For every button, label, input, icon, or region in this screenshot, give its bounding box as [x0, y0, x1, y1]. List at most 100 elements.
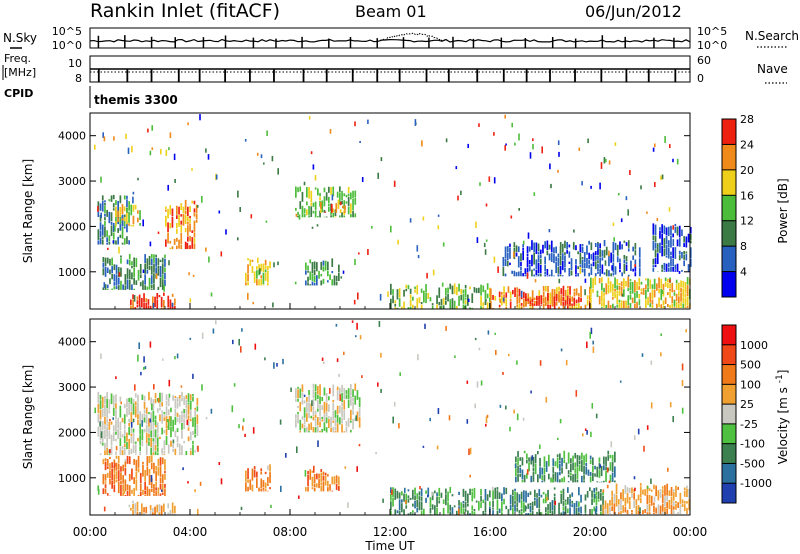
- velocity-colorbar-swatch: [722, 364, 736, 385]
- power-cell: [180, 232, 183, 245]
- velocity-cell: [328, 416, 330, 419]
- power-cell: [605, 246, 608, 256]
- velocity-speckle: [392, 416, 394, 424]
- x-tick-label: 00:00: [73, 525, 108, 539]
- power-cell: [618, 299, 621, 303]
- velocity-cell: [176, 402, 179, 409]
- power-cell: [143, 302, 145, 309]
- velocity-cell: [128, 426, 130, 436]
- velocity-cell: [429, 513, 432, 515]
- power-cell: [156, 293, 159, 300]
- power-cell: [638, 247, 641, 258]
- power-speckle: [573, 229, 575, 233]
- power-cell: [656, 303, 658, 309]
- power-cell: [558, 295, 560, 301]
- velocity-cell: [545, 512, 547, 515]
- power-cell: [110, 195, 113, 202]
- velocity-cell: [523, 474, 526, 483]
- velocity-cell: [319, 430, 321, 433]
- velocity-cell: [163, 414, 166, 417]
- velocity-cell: [161, 492, 164, 495]
- velocity-speckle: [132, 418, 135, 423]
- power-cell: [663, 270, 666, 272]
- power-speckle: [342, 270, 345, 274]
- power-cell: [324, 260, 327, 271]
- power-cell: [256, 279, 258, 286]
- power-cell: [684, 293, 687, 298]
- power-speckle: [497, 266, 499, 273]
- velocity-cell: [637, 510, 640, 515]
- velocity-cell: [170, 416, 172, 426]
- power-cell: [193, 208, 196, 213]
- velocity-cell: [148, 441, 150, 446]
- velocity-cell: [253, 466, 256, 470]
- power-cell: [112, 222, 115, 232]
- power-cell: [583, 252, 586, 263]
- power-cell: [328, 203, 330, 207]
- velocity-cell: [314, 392, 317, 401]
- power-cell: [178, 215, 180, 227]
- velocity-speckle: [238, 338, 240, 346]
- power-speckle: [520, 290, 523, 298]
- power-cell: [189, 206, 191, 212]
- velocity-speckle: [681, 379, 684, 387]
- velocity-cell: [412, 510, 414, 513]
- power-speckle: [151, 147, 154, 150]
- power-cell: [145, 298, 148, 303]
- power-cell: [661, 224, 663, 234]
- velocity-cell: [543, 474, 546, 482]
- power-cell: [164, 267, 166, 273]
- velocity-cell: [119, 396, 122, 402]
- power-cell: [524, 274, 527, 277]
- power-cell: [681, 229, 683, 236]
- power-cell: [115, 225, 117, 227]
- velocity-cell: [189, 448, 192, 451]
- velocity-cell: [661, 489, 664, 494]
- velocity-colorbar-label: Velocity [m s -1]: [775, 370, 790, 465]
- velocity-speckle: [240, 346, 242, 353]
- velocity-speckle: [531, 455, 534, 461]
- power-cell: [654, 264, 657, 268]
- velocity-cell: [462, 501, 465, 504]
- velocity-cell: [306, 413, 308, 422]
- power-cell: [260, 275, 263, 279]
- power-cell: [407, 285, 410, 290]
- power-cell: [108, 235, 111, 242]
- velocity-cell: [303, 400, 306, 404]
- velocity-speckle: [429, 417, 431, 422]
- power-cell: [684, 298, 687, 307]
- power-cell: [150, 254, 153, 258]
- power-speckle: [559, 242, 562, 248]
- power-speckle: [97, 206, 99, 212]
- power-cell: [126, 279, 129, 290]
- power-cell: [603, 249, 606, 258]
- velocity-speckle: [474, 337, 477, 341]
- velocity-cell: [593, 488, 596, 493]
- velocity-cell: [104, 484, 107, 489]
- velocity-cell: [560, 494, 563, 504]
- velocity-cell: [471, 488, 474, 492]
- power-cell: [313, 283, 316, 286]
- power-cell: [311, 262, 314, 274]
- power-cell: [115, 240, 117, 245]
- velocity-cell: [614, 466, 616, 478]
- power-cell: [133, 288, 135, 290]
- velocity-cell: [514, 504, 516, 512]
- cpid-value: themis 3300: [94, 93, 178, 107]
- velocity-cell: [561, 457, 563, 467]
- power-cell: [640, 288, 643, 292]
- power-cell: [425, 284, 427, 293]
- velocity-cell: [189, 431, 192, 441]
- power-cell: [475, 288, 478, 294]
- power-cell: [320, 280, 323, 286]
- power-cell: [592, 288, 594, 293]
- power-cell: [492, 295, 494, 300]
- velocity-cell: [159, 477, 162, 484]
- velocity-speckle: [242, 425, 244, 431]
- power-cell: [136, 300, 139, 305]
- power-speckle: [467, 143, 469, 149]
- velocity-cell: [196, 397, 199, 406]
- velocity-cell: [150, 463, 153, 470]
- velocity-speckle: [468, 448, 470, 456]
